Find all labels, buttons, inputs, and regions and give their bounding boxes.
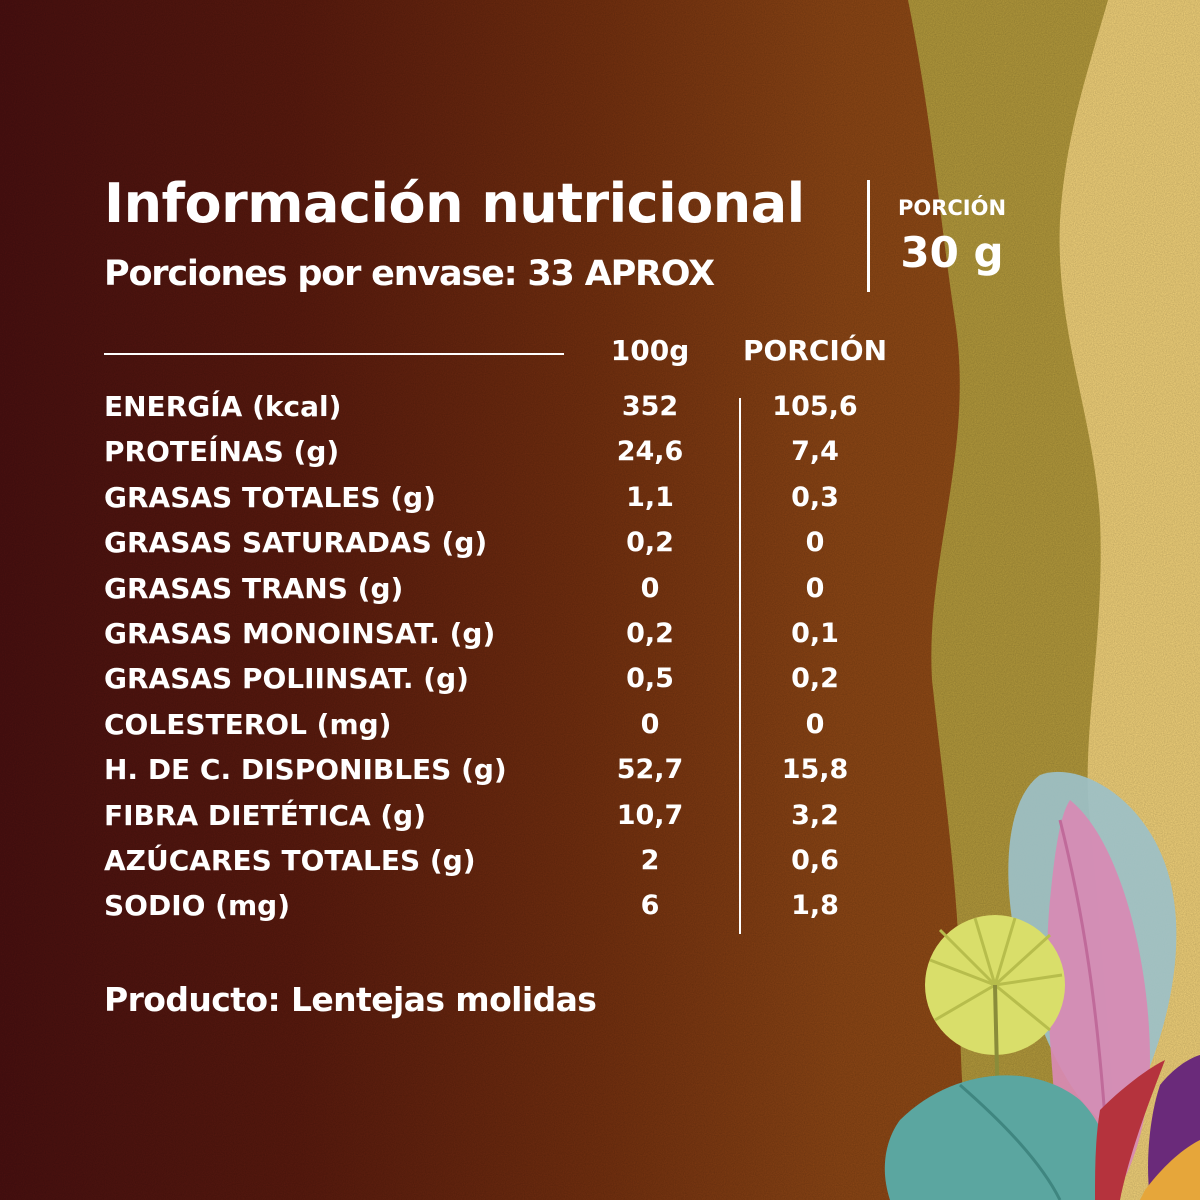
nutrient-name: GRASAS SATURADAS (g) bbox=[104, 526, 488, 560]
nutrient-name: COLESTEROL (mg) bbox=[104, 707, 392, 741]
value-per-portion: 0 bbox=[805, 572, 825, 604]
value-per-100g: 2 bbox=[640, 844, 660, 876]
nutrient-name: PROTEÍNAS (g) bbox=[104, 435, 340, 469]
nutrient-name: GRASAS MONOINSAT. (g) bbox=[104, 616, 496, 650]
table-row: ENERGÍA (kcal) 352 105,6 bbox=[104, 386, 904, 431]
table-row: GRASAS POLIINSAT. (g) 0,5 0,2 bbox=[104, 658, 904, 703]
nutrition-table: ENERGÍA (kcal) 352 105,6 PROTEÍNAS (g) 2… bbox=[104, 386, 904, 931]
table-row: FIBRA DIETÉTICA (g) 10,7 3,2 bbox=[104, 795, 904, 840]
column-header-portion: PORCIÓN bbox=[742, 334, 888, 367]
servings-per-package: Porciones por envase: 33 APROX bbox=[104, 254, 715, 294]
nutrient-name: FIBRA DIETÉTICA (g) bbox=[104, 798, 426, 832]
value-per-100g: 352 bbox=[621, 391, 679, 422]
nutrient-name: AZÚCARES TOTALES (g) bbox=[104, 843, 476, 877]
value-per-portion: 0,3 bbox=[791, 481, 839, 513]
table-row: GRASAS SATURADAS (g) 0,2 0 bbox=[104, 522, 904, 567]
nutrient-name: GRASAS POLIINSAT. (g) bbox=[104, 662, 469, 696]
value-per-100g: 0,2 bbox=[626, 527, 674, 559]
value-per-100g: 52,7 bbox=[616, 754, 684, 786]
table-row: COLESTEROL (mg) 0 0 bbox=[104, 704, 904, 749]
nutrient-name: GRASAS TRANS (g) bbox=[104, 571, 404, 605]
tropical-leaves-icon bbox=[884, 771, 1200, 1200]
table-row: AZÚCARES TOTALES (g) 2 0,6 bbox=[104, 840, 904, 885]
value-per-portion: 0,2 bbox=[791, 663, 839, 695]
portion-divider bbox=[867, 180, 870, 292]
value-per-100g: 0,2 bbox=[626, 617, 674, 649]
nutrient-name: SODIO (mg) bbox=[104, 889, 290, 923]
value-per-portion: 7,4 bbox=[791, 436, 839, 468]
product-name: Producto: Lentejas molidas bbox=[104, 980, 597, 1019]
table-row: H. DE C. DISPONIBLES (g) 52,7 15,8 bbox=[104, 749, 904, 794]
value-per-portion: 0 bbox=[805, 527, 825, 559]
column-header-100g: 100g bbox=[610, 334, 690, 367]
table-row: GRASAS TOTALES (g) 1,1 0,3 bbox=[104, 477, 904, 522]
table-row: GRASAS TRANS (g) 0 0 bbox=[104, 568, 904, 613]
table-row: SODIO (mg) 6 1,8 bbox=[104, 885, 904, 930]
column-divider bbox=[739, 398, 741, 934]
value-per-portion: 105,6 bbox=[772, 391, 858, 422]
portion-size-value: 30 g bbox=[900, 228, 1004, 277]
value-per-portion: 0,6 bbox=[791, 844, 839, 876]
portion-label: PORCIÓN bbox=[897, 196, 1007, 220]
value-per-portion: 1,8 bbox=[791, 890, 839, 922]
value-per-100g: 24,6 bbox=[616, 436, 684, 468]
value-per-100g: 1,1 bbox=[626, 481, 674, 513]
value-per-100g: 0 bbox=[640, 572, 660, 604]
table-header-rule bbox=[104, 353, 564, 355]
nutrient-name: H. DE C. DISPONIBLES (g) bbox=[104, 753, 507, 787]
value-per-100g: 0 bbox=[640, 708, 660, 740]
value-per-100g: 6 bbox=[640, 890, 660, 922]
value-per-100g: 0,5 bbox=[626, 663, 674, 695]
value-per-portion: 0,1 bbox=[791, 617, 839, 649]
value-per-portion: 3,2 bbox=[791, 799, 839, 831]
nutrient-name: ENERGÍA (kcal) bbox=[104, 390, 342, 423]
table-row: GRASAS MONOINSAT. (g) 0,2 0,1 bbox=[104, 613, 904, 658]
nutrient-name: GRASAS TOTALES (g) bbox=[104, 480, 436, 514]
value-per-portion: 0 bbox=[805, 708, 825, 740]
value-per-100g: 10,7 bbox=[616, 799, 684, 831]
page-title: Información nutricional bbox=[104, 172, 805, 235]
value-per-portion: 15,8 bbox=[781, 754, 849, 786]
table-row: PROTEÍNAS (g) 24,6 7,4 bbox=[104, 431, 904, 476]
